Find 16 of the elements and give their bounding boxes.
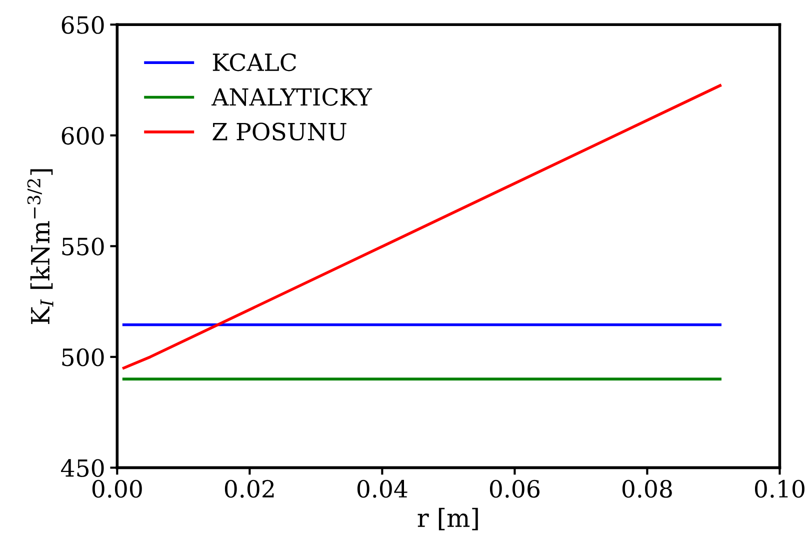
x-tick-label: 0.08: [622, 480, 672, 498]
x-axis-title: r [m]: [418, 508, 478, 530]
legend-label: Z POSUNU: [212, 122, 346, 141]
x-tick-label: 0.04: [357, 480, 408, 498]
legend-label: ANALYTICKY: [211, 88, 372, 106]
x-tick-label: 0.06: [490, 480, 540, 498]
x-tick-label: 0.00: [92, 480, 142, 498]
y-tick-label: 650: [62, 16, 104, 34]
legend-label: KCALC: [212, 53, 296, 72]
x-tick-label: 0.10: [754, 480, 804, 498]
y-tick-label: 450: [61, 459, 104, 477]
x-tick-label: 0.02: [224, 480, 274, 498]
y-tick-label: 600: [62, 126, 104, 145]
y-axis-title: K$_{I}$ [kNm$^{−3/2}$]: [27, 169, 54, 324]
y-tick-label: 550: [62, 238, 104, 256]
y-tick-label: 500: [62, 348, 104, 366]
